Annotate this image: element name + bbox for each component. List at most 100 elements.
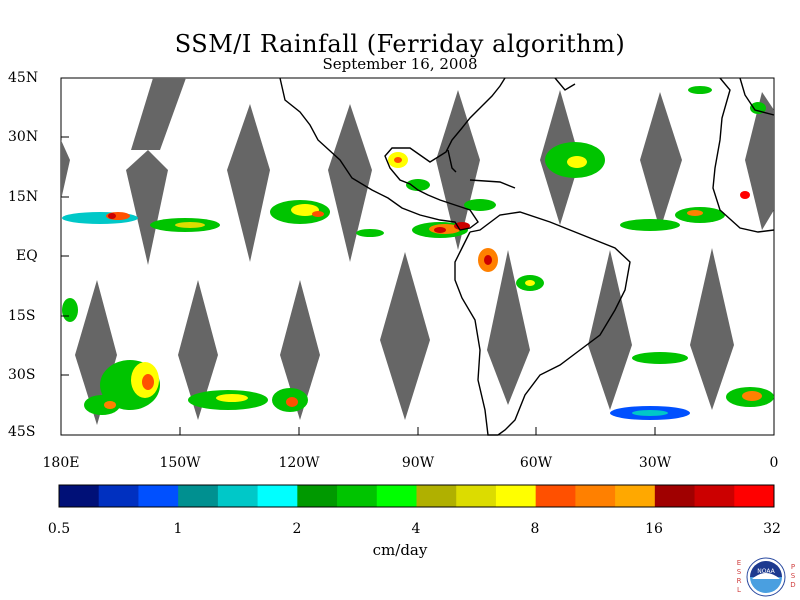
rain-patch (62, 298, 78, 322)
lat-label: 30N (8, 129, 39, 145)
coastline-africa (712, 77, 775, 233)
rain-patch (632, 352, 688, 364)
axis-ticks (60, 77, 775, 436)
colorbar-segment (178, 485, 219, 507)
swath-gap (690, 248, 734, 410)
swath-gap (280, 280, 320, 420)
colorbar-tick-label: 4 (411, 521, 421, 537)
coastlines (279, 77, 775, 436)
swath-gap (588, 250, 632, 410)
lon-label: 180E (42, 455, 80, 471)
lon-label: 0 (769, 455, 779, 471)
rain-patch (142, 374, 154, 390)
svg-text:NOAA: NOAA (757, 568, 775, 575)
swath-gap (436, 90, 480, 250)
colorbar-frame (58, 484, 775, 508)
coastline-south-america (454, 211, 631, 436)
lat-label: 45S (8, 424, 36, 440)
rain-patch (484, 255, 492, 265)
coastline-north-america (279, 77, 506, 231)
coastline-europe (739, 77, 775, 116)
colorbar-tick-label: 8 (530, 521, 540, 537)
colorbar-segment (734, 485, 775, 507)
lon-label: 30W (638, 455, 672, 471)
rain-patch (356, 229, 384, 237)
swath-gaps (61, 78, 774, 425)
colorbar-segment (416, 485, 457, 507)
rain-patch (312, 211, 324, 217)
rain-patch (688, 86, 712, 94)
rain-patch (104, 401, 116, 409)
map-date: September 16, 2008 (322, 55, 478, 73)
coastline-caribbean (447, 149, 516, 189)
lat-label: 15S (8, 308, 36, 324)
rain-patch (525, 280, 535, 286)
rain-patch (84, 395, 120, 415)
colorbar-segment (98, 485, 139, 507)
rain-patch (687, 210, 703, 216)
colorbar-tick-label: 32 (763, 521, 781, 537)
colorbar-segment (615, 485, 656, 507)
rain-patch (286, 397, 298, 407)
lon-label: 90W (401, 455, 435, 471)
colorbar-segment (337, 485, 378, 507)
swath-gap (640, 92, 682, 230)
rain-patch (406, 179, 430, 191)
colorbar-tick-label: 1 (173, 521, 183, 537)
swath-gap (328, 104, 372, 262)
lat-label: 30S (8, 367, 36, 383)
rain-patch (175, 222, 205, 228)
swath-gap (61, 140, 70, 200)
swath-gap (380, 252, 430, 420)
swath-gap (178, 280, 218, 420)
lat-label: EQ (16, 248, 38, 264)
rain-patch (567, 156, 587, 168)
colorbar-tick-label: 16 (645, 521, 663, 537)
swath-gap (131, 78, 186, 150)
colorbar-segment (694, 485, 735, 507)
colorbar-tick-label: 0.5 (47, 521, 71, 537)
rain-patch (750, 102, 766, 114)
colorbar-segment (138, 485, 179, 507)
swath-gap (745, 92, 774, 230)
colorbar-segment (257, 485, 298, 507)
colorbar-segment (456, 485, 497, 507)
rain-patch (291, 204, 319, 216)
colorbar (59, 485, 775, 507)
rain-patch (108, 213, 116, 219)
colorbar-units: cm/day (372, 541, 428, 559)
rain-patch (742, 391, 762, 401)
logo-left-letters: E S R L (736, 559, 742, 594)
colorbar-segment (376, 485, 417, 507)
rain-areas (62, 86, 774, 420)
coastline-greenland (554, 77, 576, 91)
noaa-esrl-psd-logo: E S R L NOAA P S D (732, 555, 798, 599)
lat-label: 15N (8, 189, 39, 205)
colorbar-segment (495, 485, 537, 507)
rain-patch (216, 394, 248, 402)
swath-gap (227, 104, 270, 262)
swath-gap (487, 250, 530, 405)
lon-label: 60W (519, 455, 553, 471)
rain-patch (632, 410, 668, 416)
map-title: SSM/I Rainfall (Ferriday algorithm) (174, 30, 626, 58)
rain-patch (434, 227, 446, 233)
colorbar-segment (575, 485, 616, 507)
colorbar-segment (59, 485, 100, 507)
rain-patch (394, 157, 402, 163)
colorbar-segment (217, 485, 259, 507)
lat-label: 45N (8, 70, 39, 86)
swath-gap (126, 150, 168, 265)
colorbar-tick-label: 2 (292, 521, 302, 537)
colorbar-segment (654, 485, 696, 507)
colorbar-segment (297, 485, 338, 507)
lon-label: 120W (278, 455, 320, 471)
lon-label: 150W (159, 455, 201, 471)
rain-patch (464, 199, 496, 211)
rain-patch (740, 191, 750, 199)
colorbar-segment (535, 485, 576, 507)
rain-patch (620, 219, 680, 231)
logo-right-letters: P S D (790, 563, 796, 589)
noaa-badge-icon: NOAA (746, 557, 786, 597)
